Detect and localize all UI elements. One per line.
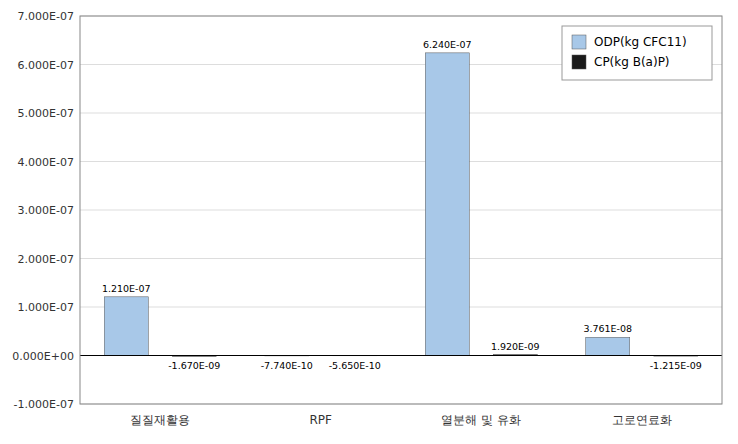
legend-label: ODP(kg CFC11) — [594, 35, 687, 49]
y-tick-label: 4.000E-07 — [18, 156, 74, 169]
data-label: 6.240E-07 — [423, 39, 472, 50]
grid-line — [80, 161, 722, 162]
y-tick-label: 7.000E-07 — [18, 10, 74, 23]
grid-line — [80, 258, 722, 259]
grid-line — [80, 113, 722, 114]
legend-box — [562, 26, 712, 80]
grid-line — [80, 355, 722, 356]
grid — [80, 16, 722, 404]
y-tick-label: 2.000E-07 — [18, 253, 74, 266]
x-tick-label: RPF — [310, 413, 333, 427]
grid-line — [80, 307, 722, 308]
bar — [104, 297, 148, 356]
x-tick-label: 열분해 및 유화 — [441, 413, 521, 427]
bar — [586, 337, 630, 355]
y-tick-label: 0.000E+00 — [12, 350, 74, 363]
data-label: 3.761E-08 — [583, 323, 632, 334]
data-label: -1.215E-09 — [650, 360, 702, 371]
data-label: -5.650E-10 — [329, 360, 381, 371]
plot-frame — [80, 16, 722, 404]
data-label: -7.740E-10 — [261, 360, 313, 371]
legend: ODP(kg CFC11) CP(kg B(a)P) — [562, 26, 712, 80]
bars — [104, 53, 698, 356]
y-tick-label: 5.000E-07 — [18, 107, 74, 120]
legend-swatch — [572, 55, 586, 69]
data-label: 1.210E-07 — [102, 283, 151, 294]
y-tick-label: 1.000E-07 — [18, 301, 74, 314]
y-tick-label: -1.000E-07 — [14, 398, 74, 411]
grid-line — [80, 210, 722, 211]
chart: -1.000E-07 0.000E+00 1.000E-07 2.000E-07 3.0… — [0, 0, 738, 444]
y-tick-label: 6.000E-07 — [18, 59, 74, 72]
x-tick-label: 고로연료화 — [612, 413, 672, 427]
data-label: 1.920E-09 — [491, 341, 540, 352]
data-label: -1.670E-09 — [168, 360, 220, 371]
x-tick-label: 질질재활용 — [130, 413, 190, 427]
legend-swatch — [572, 35, 586, 49]
y-tick-label: 3.000E-07 — [18, 204, 74, 217]
bar — [425, 53, 469, 356]
zero-line — [80, 355, 722, 356]
legend-label: CP(kg B(a)P) — [594, 55, 670, 69]
